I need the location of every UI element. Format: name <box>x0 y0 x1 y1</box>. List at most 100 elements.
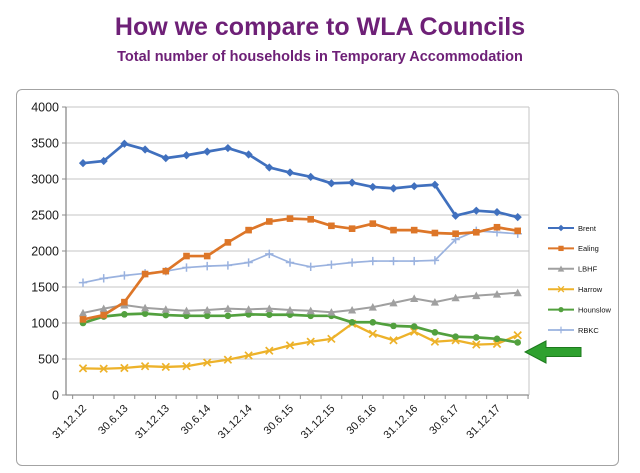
marker-x <box>140 361 150 371</box>
x-axis-label: 30.6.16 <box>344 403 378 437</box>
marker-plus <box>99 274 108 283</box>
marker-x <box>244 351 253 360</box>
marker-triangle <box>182 306 191 315</box>
legend-label: Brent <box>578 224 597 233</box>
marker-triangle <box>513 288 522 297</box>
marker-diamond <box>182 151 191 160</box>
marker-diamond <box>451 211 460 220</box>
y-axis-label: 2000 <box>31 245 59 259</box>
marker-x <box>306 337 315 346</box>
marker-triangle <box>99 304 108 313</box>
marker-triangle <box>244 305 253 313</box>
marker-triangle <box>285 305 295 314</box>
marker-x <box>161 362 171 372</box>
legend: Brent Ealing LBHF Harrow Hounslow RBKC <box>548 224 612 335</box>
marker-x <box>285 341 295 350</box>
marker-x <box>78 364 88 373</box>
marker-diamond <box>161 154 170 163</box>
marker-diamond <box>203 147 212 156</box>
marker-square <box>473 228 480 236</box>
marker-circle <box>224 312 232 320</box>
marker-circle <box>203 312 211 320</box>
series-lbhf <box>78 288 522 317</box>
marker-x <box>409 327 419 336</box>
marker-plus <box>327 260 336 269</box>
marker-triangle <box>389 298 398 307</box>
x-axis-label: 31.12.14 <box>216 403 255 442</box>
marker-triangle <box>161 305 170 313</box>
marker-triangle <box>348 305 357 314</box>
marker-x <box>327 334 336 344</box>
marker-plus <box>557 326 565 334</box>
x-axis-label: 30.6.15 <box>262 403 296 437</box>
marker-circle <box>558 306 564 313</box>
series-line <box>81 312 520 344</box>
marker-circle <box>266 311 273 319</box>
marker-plus <box>223 261 233 270</box>
marker-x <box>513 331 522 340</box>
marker-triangle <box>203 305 212 314</box>
marker-circle <box>369 318 377 326</box>
marker-diamond <box>513 213 522 222</box>
marker-diamond <box>306 172 315 181</box>
gridlines <box>62 106 529 396</box>
marker-diamond <box>430 180 439 189</box>
marker-diamond <box>265 163 274 172</box>
marker-triangle <box>223 304 232 313</box>
marker-diamond <box>492 208 502 217</box>
page-title: How we compare to WLA Councils <box>114 13 526 41</box>
marker-circle <box>121 311 128 318</box>
marker-diamond <box>99 156 108 166</box>
series-brent <box>78 139 522 222</box>
x-axis-label: 31.12.12 <box>50 403 89 442</box>
y-axis-label: 2500 <box>31 209 59 223</box>
marker-square <box>162 267 170 275</box>
marker-plus <box>430 256 440 265</box>
marker-square <box>558 245 564 252</box>
marker-x <box>492 339 502 349</box>
marker-circle <box>431 329 439 336</box>
marker-square <box>203 252 211 260</box>
marker-square <box>328 222 335 230</box>
marker-diamond <box>285 168 295 177</box>
marker-square <box>348 225 356 232</box>
x-axis-label: 31.12.15 <box>299 403 338 442</box>
marker-circle <box>493 335 501 343</box>
series-ealing <box>79 215 521 323</box>
legend-label: Hounslow <box>578 305 612 314</box>
marker-x <box>99 364 108 373</box>
x-axis-labels: 31.12.12 30.6.13 31.12.13 30.6.14 31.12.14 30… <box>50 403 503 442</box>
marker-plus <box>203 261 212 271</box>
marker-plus <box>347 258 357 267</box>
marker-square <box>286 215 294 222</box>
marker-plus <box>120 271 129 280</box>
marker-plus <box>265 249 274 259</box>
marker-diamond <box>348 178 357 187</box>
y-axis-label: 4000 <box>31 101 59 115</box>
marker-plus <box>368 256 377 266</box>
marker-plus <box>410 256 419 266</box>
marker-x <box>368 329 378 339</box>
marker-square <box>79 316 87 323</box>
marker-diamond <box>78 159 88 168</box>
y-axis-label: 0 <box>52 389 59 403</box>
y-axis-label: 500 <box>38 353 59 367</box>
y-axis-label: 3000 <box>31 173 59 187</box>
marker-square <box>266 218 273 225</box>
marker-diamond <box>557 224 565 232</box>
marker-triangle <box>492 290 502 298</box>
marker-circle <box>162 311 170 319</box>
marker-square <box>245 226 252 234</box>
series-line <box>81 322 519 370</box>
legend-item-lbhf: LBHF <box>548 265 598 274</box>
marker-square <box>410 226 418 234</box>
marker-square <box>307 216 314 223</box>
y-axis-labels: 0 500 1000 1500 2000 2500 3000 3500 4000 <box>31 101 59 403</box>
marker-x <box>223 355 233 364</box>
marker-triangle <box>327 308 336 316</box>
chart-frame: 0 500 1000 1500 2000 2500 3000 3500 4000 31.12.12… <box>16 89 619 466</box>
marker-x <box>182 361 191 371</box>
legend-label: LBHF <box>578 265 598 274</box>
marker-triangle <box>141 303 150 312</box>
